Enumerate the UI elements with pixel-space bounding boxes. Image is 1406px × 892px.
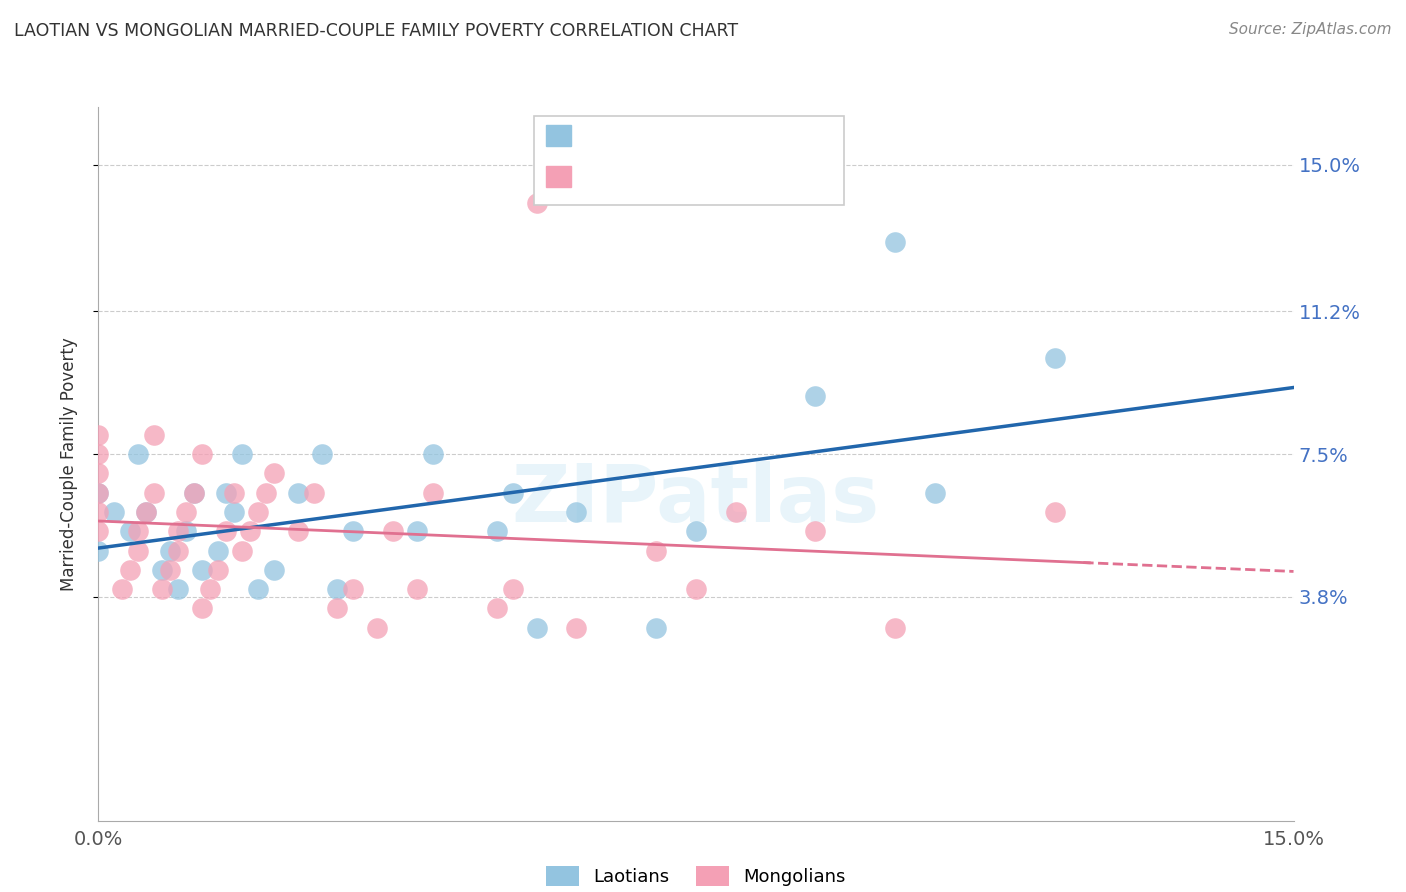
Point	[174, 505, 197, 519]
Legend: Laotians, Mongolians: Laotians, Mongolians	[538, 858, 853, 892]
Point	[207, 563, 229, 577]
Point	[246, 505, 269, 519]
Point	[485, 524, 508, 539]
Point	[135, 505, 157, 519]
Point	[526, 621, 548, 635]
Point	[111, 582, 134, 597]
Point	[804, 524, 827, 539]
Point	[231, 447, 253, 461]
Point	[167, 582, 190, 597]
Point	[87, 485, 110, 500]
Text: ZIPatlas: ZIPatlas	[512, 460, 880, 539]
Point	[215, 485, 238, 500]
Point	[231, 543, 253, 558]
Point	[485, 601, 508, 615]
Point	[884, 621, 907, 635]
Point	[263, 467, 285, 481]
Point	[287, 524, 309, 539]
Point	[127, 447, 149, 461]
Point	[326, 582, 349, 597]
Point	[263, 563, 285, 577]
Point	[183, 485, 205, 500]
Point	[120, 563, 142, 577]
Point	[1043, 505, 1066, 519]
Point	[150, 582, 173, 597]
Point	[191, 447, 214, 461]
Point	[924, 485, 946, 500]
Point	[167, 543, 190, 558]
Point	[406, 524, 429, 539]
Point	[198, 582, 221, 597]
Point	[342, 524, 364, 539]
Point	[159, 543, 181, 558]
Text: 34: 34	[720, 127, 745, 145]
Point	[150, 563, 173, 577]
Point	[287, 485, 309, 500]
Point	[502, 485, 524, 500]
Point	[87, 505, 110, 519]
Point	[222, 505, 245, 519]
Text: R =: R =	[579, 168, 619, 186]
Point	[143, 428, 166, 442]
Point	[103, 505, 125, 519]
Point	[191, 563, 214, 577]
Point	[382, 524, 405, 539]
Point	[685, 582, 707, 597]
Point	[565, 621, 588, 635]
Point	[159, 563, 181, 577]
Point	[87, 467, 110, 481]
Point	[87, 485, 110, 500]
Point	[87, 447, 110, 461]
Point	[143, 485, 166, 500]
Text: 0.421: 0.421	[616, 127, 672, 145]
Point	[87, 428, 110, 442]
Text: N =: N =	[668, 127, 720, 145]
Point	[215, 524, 238, 539]
Point	[422, 447, 444, 461]
Point	[502, 582, 524, 597]
Text: 0.027: 0.027	[616, 168, 672, 186]
Point	[246, 582, 269, 597]
Point	[326, 601, 349, 615]
Point	[685, 524, 707, 539]
Y-axis label: Married-Couple Family Poverty: Married-Couple Family Poverty	[59, 337, 77, 591]
Point	[222, 485, 245, 500]
Point	[724, 505, 747, 519]
Point	[565, 505, 588, 519]
Point	[87, 543, 110, 558]
Point	[804, 389, 827, 403]
Point	[254, 485, 277, 500]
Point	[302, 485, 325, 500]
Point	[167, 524, 190, 539]
Point	[1043, 351, 1066, 365]
Point	[174, 524, 197, 539]
Point	[526, 196, 548, 211]
Point	[645, 621, 668, 635]
Point	[191, 601, 214, 615]
Text: Source: ZipAtlas.com: Source: ZipAtlas.com	[1229, 22, 1392, 37]
Point	[406, 582, 429, 597]
Text: LAOTIAN VS MONGOLIAN MARRIED-COUPLE FAMILY POVERTY CORRELATION CHART: LAOTIAN VS MONGOLIAN MARRIED-COUPLE FAMI…	[14, 22, 738, 40]
Point	[120, 524, 142, 539]
Point	[87, 524, 110, 539]
Point	[239, 524, 262, 539]
Point	[311, 447, 333, 461]
Point	[207, 543, 229, 558]
Point	[127, 543, 149, 558]
Point	[342, 582, 364, 597]
Point	[366, 621, 388, 635]
Text: N =: N =	[668, 168, 720, 186]
Text: R =: R =	[579, 127, 619, 145]
Point	[135, 505, 157, 519]
Point	[183, 485, 205, 500]
Text: 48: 48	[720, 168, 745, 186]
Point	[884, 235, 907, 249]
Point	[645, 543, 668, 558]
Point	[422, 485, 444, 500]
Point	[127, 524, 149, 539]
